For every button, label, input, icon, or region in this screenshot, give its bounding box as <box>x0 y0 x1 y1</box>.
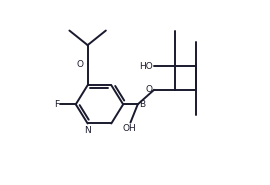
Text: F: F <box>54 100 59 109</box>
Text: O: O <box>146 85 153 94</box>
Text: N: N <box>84 126 91 135</box>
Text: HO: HO <box>139 62 153 71</box>
Text: OH: OH <box>122 124 136 133</box>
Text: B: B <box>139 100 145 109</box>
Text: O: O <box>76 60 83 69</box>
